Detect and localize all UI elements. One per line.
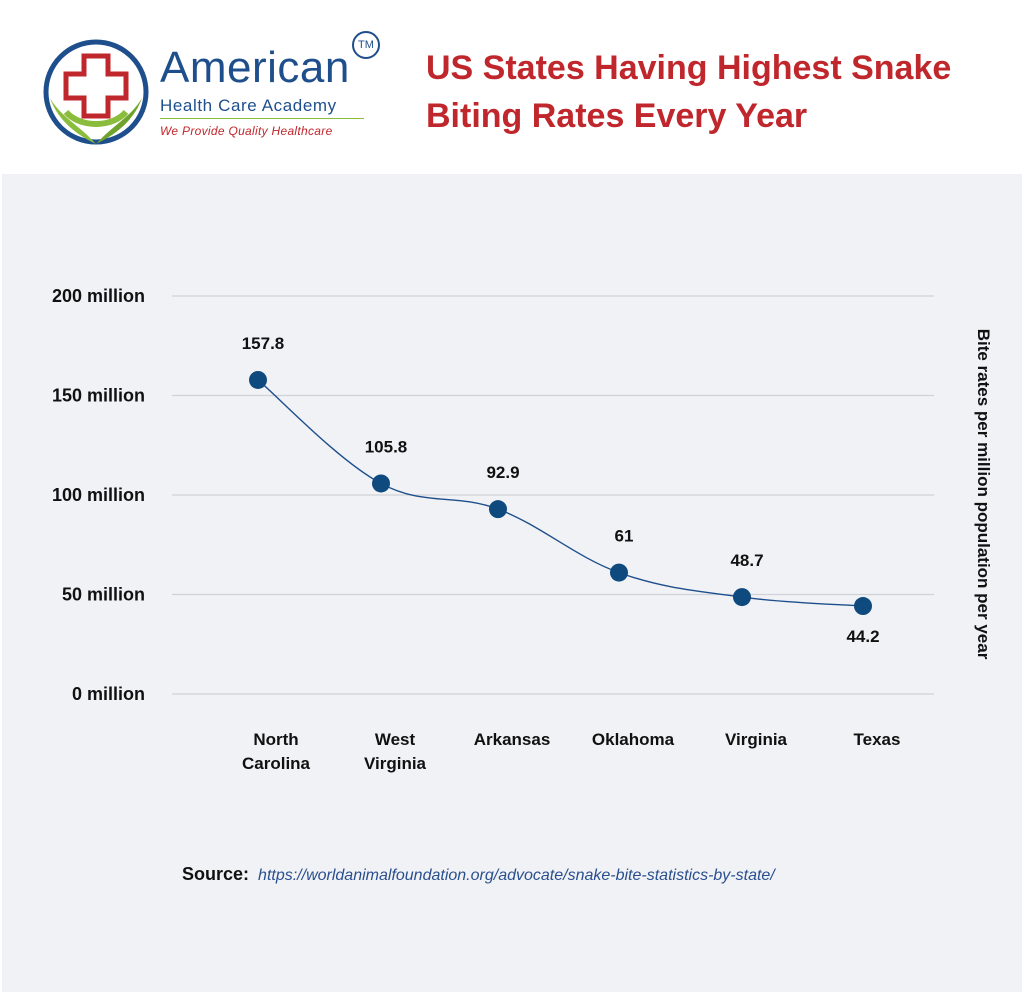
x-tick-label: Carolina [242,754,311,773]
academy-logo-icon [43,39,149,145]
data-label: 105.8 [365,437,408,456]
y-axis-title: Bite rates per million population per ye… [974,329,993,660]
y-tick-label: 100 million [52,485,145,505]
header: American TM Health Care Academy We Provi… [0,0,1024,172]
data-label: 44.2 [846,627,879,646]
y-tick-label: 50 million [62,585,145,605]
x-tick-label: Oklahoma [592,730,675,749]
data-point [372,474,390,493]
x-tick-label: Arkansas [474,730,551,749]
data-label: 48.7 [730,551,763,570]
source-link[interactable]: https://worldanimalfoundation.org/advoca… [258,867,775,884]
brand-name: American [160,43,350,92]
data-label: 157.8 [242,334,285,353]
data-point [249,370,267,389]
data-label: 92.9 [486,463,519,482]
x-tick-label: Virginia [364,754,427,773]
source-label: Source: [182,864,250,884]
data-point [489,500,507,519]
data-label: 61 [615,527,634,546]
page-title: US States Having Highest Snake Biting Ra… [426,49,952,135]
trademark-badge: TM [352,31,380,59]
x-tick-label: Virginia [725,730,788,749]
line-chart: 0 million 50 million 100 million 150 millio… [52,286,993,773]
brand-divider [160,118,364,119]
y-tick-label: 0 million [72,684,145,704]
data-point [733,588,751,607]
series-line [257,379,864,607]
x-tick-label: Texas [854,730,901,749]
x-tick-label: North [253,730,298,749]
y-tick-label: 200 million [52,286,145,306]
x-tick-label: West [375,730,416,749]
brand-tagline: We Provide Quality Healthcare [160,124,333,138]
data-point [854,597,872,616]
chart-panel: 0 million 50 million 100 million 150 millio… [2,174,1022,992]
data-point [610,563,628,582]
brand-subtitle: Health Care Academy [160,96,337,115]
source-line: Source: https://worldanimalfoundation.or… [182,864,775,885]
y-tick-label: 150 million [52,386,145,406]
